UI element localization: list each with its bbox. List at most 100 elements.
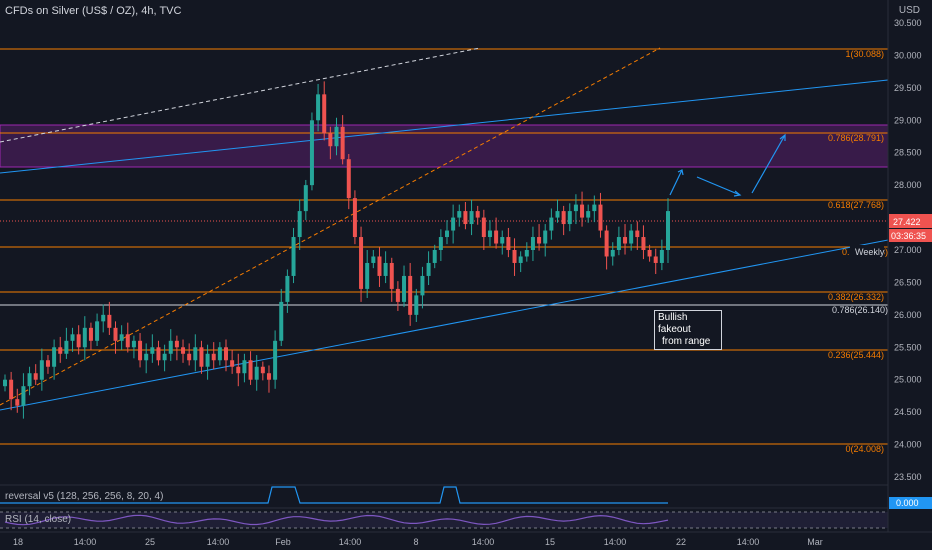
candle-body [285, 275, 290, 302]
candle-body [309, 120, 314, 186]
candle-body [33, 373, 38, 380]
candle-body [230, 360, 235, 367]
projection-arrows [669, 133, 786, 197]
candle-body [616, 237, 621, 250]
candle-body [125, 334, 130, 348]
projection-arrowhead-1 [677, 169, 684, 176]
trendlines [0, 47, 889, 411]
candle-body [647, 250, 652, 257]
reversal-value: 0.000 [896, 498, 919, 508]
candle-body [224, 347, 228, 361]
candle-body [512, 250, 517, 263]
candle-body [162, 353, 167, 361]
candle-body [635, 230, 640, 238]
candle-body [199, 347, 204, 367]
time-tick: 14:00 [472, 537, 495, 547]
candle-body [463, 211, 468, 225]
candle-body [95, 321, 100, 341]
price-tick: 26.500 [894, 277, 922, 287]
candle-body [64, 340, 69, 354]
fib-level-label: 0.786(28.791) [828, 133, 884, 143]
supply-zone [0, 124, 889, 168]
candle-body [555, 211, 560, 218]
candles [3, 81, 670, 419]
candle-body [144, 353, 149, 361]
candle-body [58, 347, 63, 354]
candle-body [623, 237, 628, 244]
candle-body [52, 347, 57, 367]
dashed-channel-line [0, 47, 481, 143]
price-tick: 30.000 [894, 50, 922, 60]
projection-arrow-1 [669, 169, 683, 196]
candle-body [291, 237, 296, 276]
candle-body [76, 334, 81, 348]
candle-body [138, 340, 143, 361]
candle-body [666, 211, 670, 250]
candle-body [402, 275, 407, 302]
weekly-label-bg [850, 245, 884, 257]
reversal-indicator-label[interactable]: reversal v5 (128, 256, 256, 8, 20, 4) [5, 491, 164, 502]
candle-body [451, 217, 456, 231]
time-tick: 14:00 [207, 537, 230, 547]
candle-body [187, 353, 192, 361]
candle-body [254, 366, 259, 380]
candle-body [82, 327, 87, 348]
time-axis[interactable]: 18 14:00 25 14:00 Feb 14:00 8 14:00 15 14:00 22 14:… [13, 537, 823, 547]
candle-body [359, 237, 364, 289]
candle-body [377, 256, 382, 276]
fib-level-label: 0.236(25.444) [828, 350, 884, 360]
candle-body [395, 288, 400, 302]
projection-arrow-3 [751, 134, 786, 194]
price-tick: 28.000 [894, 180, 922, 190]
candle-body [181, 347, 186, 354]
candle-body [426, 262, 431, 276]
fib-level-label: 0(24.008) [845, 444, 884, 454]
candle-body [273, 340, 278, 380]
candle-body [15, 399, 20, 406]
candle-body [438, 237, 443, 250]
candle-body [156, 347, 161, 361]
time-tick: 15 [545, 537, 555, 547]
fibonacci-levels: 1(30.088) 0.786(28.791) 0.618(27.768) 0.382… [0, 48, 888, 454]
price-axis[interactable]: 30.50030.00029.50029.00028.50028.00027.5… [894, 18, 922, 482]
callout-line-2: from range [662, 336, 711, 347]
fib-level-label: 0.618(27.768) [828, 200, 884, 210]
rsi-line [4, 514, 669, 526]
time-tick: 14:00 [604, 537, 627, 547]
time-tick: 14:00 [737, 537, 760, 547]
candle-body [27, 373, 32, 387]
candle-body [469, 211, 474, 225]
candle-body [530, 237, 535, 250]
rsi-band [0, 512, 888, 528]
rsi-indicator-label[interactable]: RSI (14, close) [5, 514, 72, 525]
price-tick: 28.500 [894, 148, 922, 158]
candle-body [365, 262, 370, 289]
time-tick: Mar [807, 537, 823, 547]
candle-body [573, 204, 578, 212]
candle-body [389, 262, 394, 289]
candle-body [297, 211, 302, 238]
candle-body [279, 301, 284, 341]
candle-body [481, 217, 486, 238]
candle-body [518, 256, 523, 263]
lower-trendline [0, 239, 889, 411]
candle-body [457, 211, 462, 218]
candle-body [205, 353, 210, 367]
candle-body [506, 237, 511, 250]
candle-body [641, 237, 646, 250]
candle-body [487, 230, 492, 238]
candle-body [334, 126, 339, 147]
candle-body [604, 230, 609, 257]
candle-body [328, 133, 333, 147]
candle-body [586, 211, 591, 218]
candle-body [524, 250, 529, 257]
candle-body [168, 340, 173, 354]
candle-body [537, 237, 542, 244]
callout-line-1: Bullish fakeout [658, 312, 691, 335]
candle-body [371, 256, 376, 263]
candle-body [45, 360, 50, 367]
candle-body [248, 360, 253, 380]
reversal-value-badge [889, 497, 932, 509]
projection-arrowhead-2 [733, 190, 742, 197]
